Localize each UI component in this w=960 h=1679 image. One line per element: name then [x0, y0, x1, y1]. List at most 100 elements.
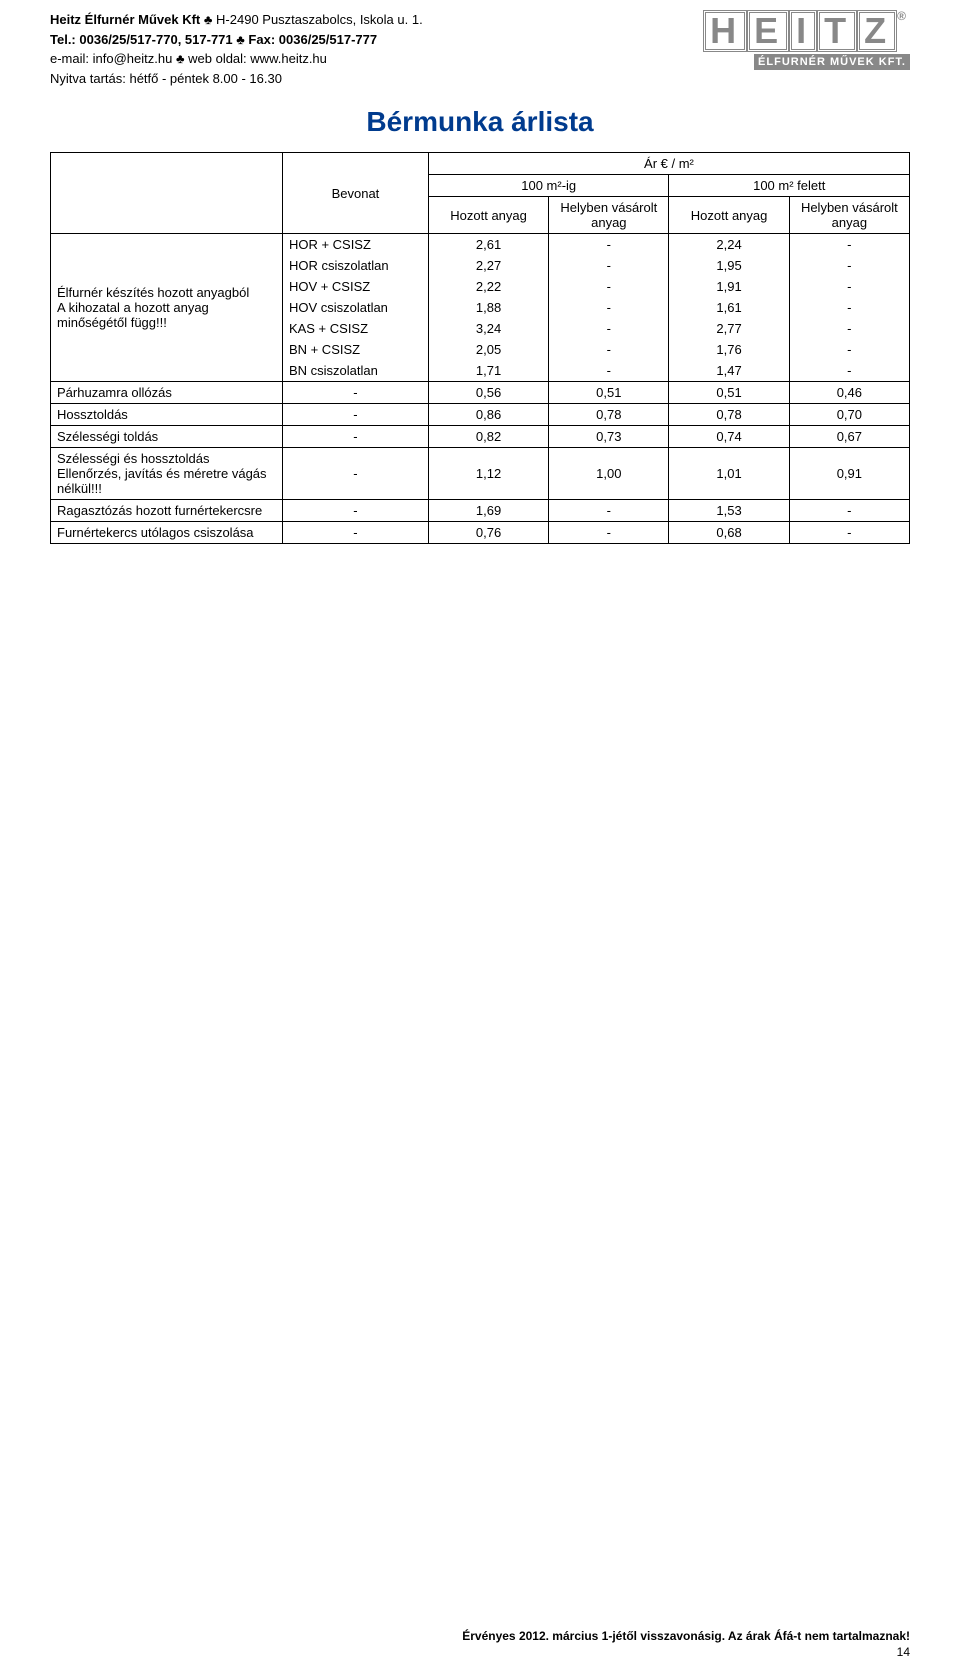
value-cell: 1,12	[428, 448, 548, 500]
company-address: H-2490 Pusztaszabolcs, Iskola u. 1.	[216, 12, 423, 27]
sub-a-header: 100 m²-ig	[428, 175, 669, 197]
table-row: Élfurnér készítés hozott anyagból A kiho…	[51, 234, 910, 256]
value-cell: 1,69	[428, 500, 548, 522]
logo-text: HEITZ®	[703, 10, 910, 52]
header-left: Heitz Élfurnér Művek Kft ♣ H-2490 Puszta…	[50, 10, 423, 88]
value-cell: -	[549, 522, 669, 544]
web-value: www.heitz.hu	[250, 51, 327, 66]
separator-icon: ♣	[204, 12, 216, 27]
value-cell: 0,51	[669, 382, 789, 404]
value-cell: 2,05	[428, 339, 548, 360]
bevonat-cell: HOR + CSISZ	[282, 234, 428, 256]
header-right: HEITZ® ÉLFURNÉR MŰVEK KFT.	[703, 10, 910, 70]
value-cell: 0,74	[669, 426, 789, 448]
col-hozott-a: Hozott anyag	[428, 197, 548, 234]
col-hozott-b: Hozott anyag	[669, 197, 789, 234]
value-cell: -	[549, 297, 669, 318]
tel-label: Tel.:	[50, 32, 76, 47]
footer-line: Érvényes 2012. március 1-jétől visszavon…	[462, 1629, 910, 1643]
value-cell: -	[789, 297, 909, 318]
value-cell: -	[789, 318, 909, 339]
value-cell: 0,46	[789, 382, 909, 404]
row-label: Szélességi és hossztoldás Ellenőrzés, ja…	[51, 448, 283, 500]
value-cell: 0,86	[428, 404, 548, 426]
separator-icon: ♣	[236, 32, 248, 47]
value-cell: -	[549, 339, 669, 360]
fax-value: 0036/25/517-777	[279, 32, 377, 47]
value-cell: -	[789, 234, 909, 256]
price-header: Ár € / m²	[428, 153, 909, 175]
separator-icon: ♣	[176, 51, 188, 66]
row-label: Szélességi toldás	[51, 426, 283, 448]
value-cell: 2,61	[428, 234, 548, 256]
web-label: web oldal:	[188, 51, 247, 66]
value-cell: -	[549, 234, 669, 256]
logo-subtitle: ÉLFURNÉR MŰVEK KFT.	[754, 54, 910, 70]
page-number: 14	[462, 1645, 910, 1659]
page-footer: Érvényes 2012. március 1-jétől visszavon…	[462, 1629, 910, 1659]
table-row: Párhuzamra ollózás-0,560,510,510,46	[51, 382, 910, 404]
bevonat-cell: BN csiszolatlan	[282, 360, 428, 382]
value-cell: 0,78	[669, 404, 789, 426]
bevonat-header: Bevonat	[282, 153, 428, 234]
value-cell: 0,56	[428, 382, 548, 404]
value-cell: 1,91	[669, 276, 789, 297]
bevonat-cell: HOV + CSISZ	[282, 276, 428, 297]
block1-label: Élfurnér készítés hozott anyagból A kiho…	[51, 234, 283, 382]
empty-header	[51, 153, 283, 234]
logo: HEITZ® ÉLFURNÉR MŰVEK KFT.	[703, 10, 910, 70]
registered-icon: ®	[897, 9, 910, 23]
bevonat-cell: -	[282, 500, 428, 522]
row-label: Ragasztózás hozott furnértekercsre	[51, 500, 283, 522]
page-header: Heitz Élfurnér Művek Kft ♣ H-2490 Puszta…	[50, 10, 910, 88]
table-row: Ragasztózás hozott furnértekercsre-1,69-…	[51, 500, 910, 522]
value-cell: 1,53	[669, 500, 789, 522]
row-label: Hossztoldás	[51, 404, 283, 426]
value-cell: 0,91	[789, 448, 909, 500]
value-cell: 1,95	[669, 255, 789, 276]
value-cell: 0,68	[669, 522, 789, 544]
bevonat-cell: -	[282, 426, 428, 448]
value-cell: 0,51	[549, 382, 669, 404]
bevonat-cell: HOR csiszolatlan	[282, 255, 428, 276]
value-cell: 0,70	[789, 404, 909, 426]
email-label: e-mail:	[50, 51, 89, 66]
bevonat-cell: -	[282, 382, 428, 404]
bevonat-cell: -	[282, 448, 428, 500]
value-cell: -	[789, 500, 909, 522]
price-table: Bevonat Ár € / m² 100 m²-ig 100 m² felet…	[50, 152, 910, 544]
bevonat-cell: BN + CSISZ	[282, 339, 428, 360]
company-name: Heitz Élfurnér Művek Kft	[50, 12, 200, 27]
value-cell: 1,76	[669, 339, 789, 360]
email-value: info@heitz.hu	[93, 51, 173, 66]
value-cell: 1,61	[669, 297, 789, 318]
table-header-row: Bevonat Ár € / m²	[51, 153, 910, 175]
row-label: Furnértekercs utólagos csiszolása	[51, 522, 283, 544]
value-cell: 1,88	[428, 297, 548, 318]
value-cell: -	[789, 522, 909, 544]
value-cell: -	[789, 276, 909, 297]
value-cell: 0,78	[549, 404, 669, 426]
value-cell: 2,77	[669, 318, 789, 339]
page: Heitz Élfurnér Művek Kft ♣ H-2490 Puszta…	[0, 0, 960, 584]
value-cell: 1,01	[669, 448, 789, 500]
table-row: Szélességi toldás-0,820,730,740,67	[51, 426, 910, 448]
bevonat-cell: -	[282, 522, 428, 544]
bevonat-cell: KAS + CSISZ	[282, 318, 428, 339]
bevonat-cell: HOV csiszolatlan	[282, 297, 428, 318]
value-cell: 0,73	[549, 426, 669, 448]
value-cell: -	[789, 360, 909, 382]
value-cell: -	[549, 276, 669, 297]
value-cell: 2,27	[428, 255, 548, 276]
row-label: Párhuzamra ollózás	[51, 382, 283, 404]
value-cell: 0,76	[428, 522, 548, 544]
page-title: Bérmunka árlista	[50, 106, 910, 138]
value-cell: 1,47	[669, 360, 789, 382]
value-cell: -	[549, 360, 669, 382]
value-cell: 3,24	[428, 318, 548, 339]
table-row: Furnértekercs utólagos csiszolása-0,76-0…	[51, 522, 910, 544]
table-row: Szélességi és hossztoldás Ellenőrzés, ja…	[51, 448, 910, 500]
value-cell: -	[549, 500, 669, 522]
tel-value: 0036/25/517-770, 517-771	[79, 32, 232, 47]
value-cell: 0,67	[789, 426, 909, 448]
